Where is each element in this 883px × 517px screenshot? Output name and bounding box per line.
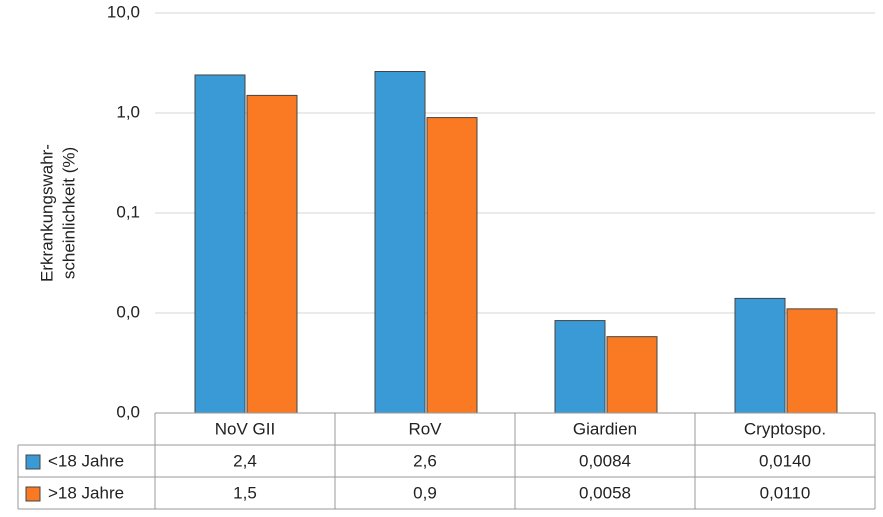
y-axis-label: scheinlichkeit (%) [59,147,78,279]
bar [246,94,298,414]
y-tick-label: 0,0 [116,402,140,421]
y-axis-label: Erkrankungswahr- [37,144,56,282]
legend-label: >18 Jahre [48,483,124,502]
y-tick-label: 1,0 [116,102,140,121]
x-tick-label: RoV [408,419,442,438]
bar [606,336,658,414]
y-tick-label: 0,0 [116,302,140,321]
bar [426,117,478,414]
legend-swatch [25,454,41,470]
y-tick-label: 10,0 [107,2,140,21]
legend-label: <18 Jahre [48,451,124,470]
data-label: 0,0084 [579,451,631,470]
bar [734,297,786,414]
bar [554,320,606,414]
x-tick-label: Cryptospo. [744,419,826,438]
data-label: 1,5 [233,483,257,502]
legend-swatch [25,486,41,502]
data-label: 2,6 [413,451,437,470]
y-tick-label: 0,1 [116,202,140,221]
bar [786,308,838,414]
data-label: 2,4 [233,451,257,470]
x-tick-label: NoV GII [215,419,275,438]
bar [374,71,426,414]
data-label: 0,0110 [760,483,811,502]
data-label: 0,9 [413,483,437,502]
data-label: 0,0058 [579,483,631,502]
data-label: 0,0140 [759,451,811,470]
x-tick-label: Giardien [573,419,637,438]
bar [194,74,246,414]
